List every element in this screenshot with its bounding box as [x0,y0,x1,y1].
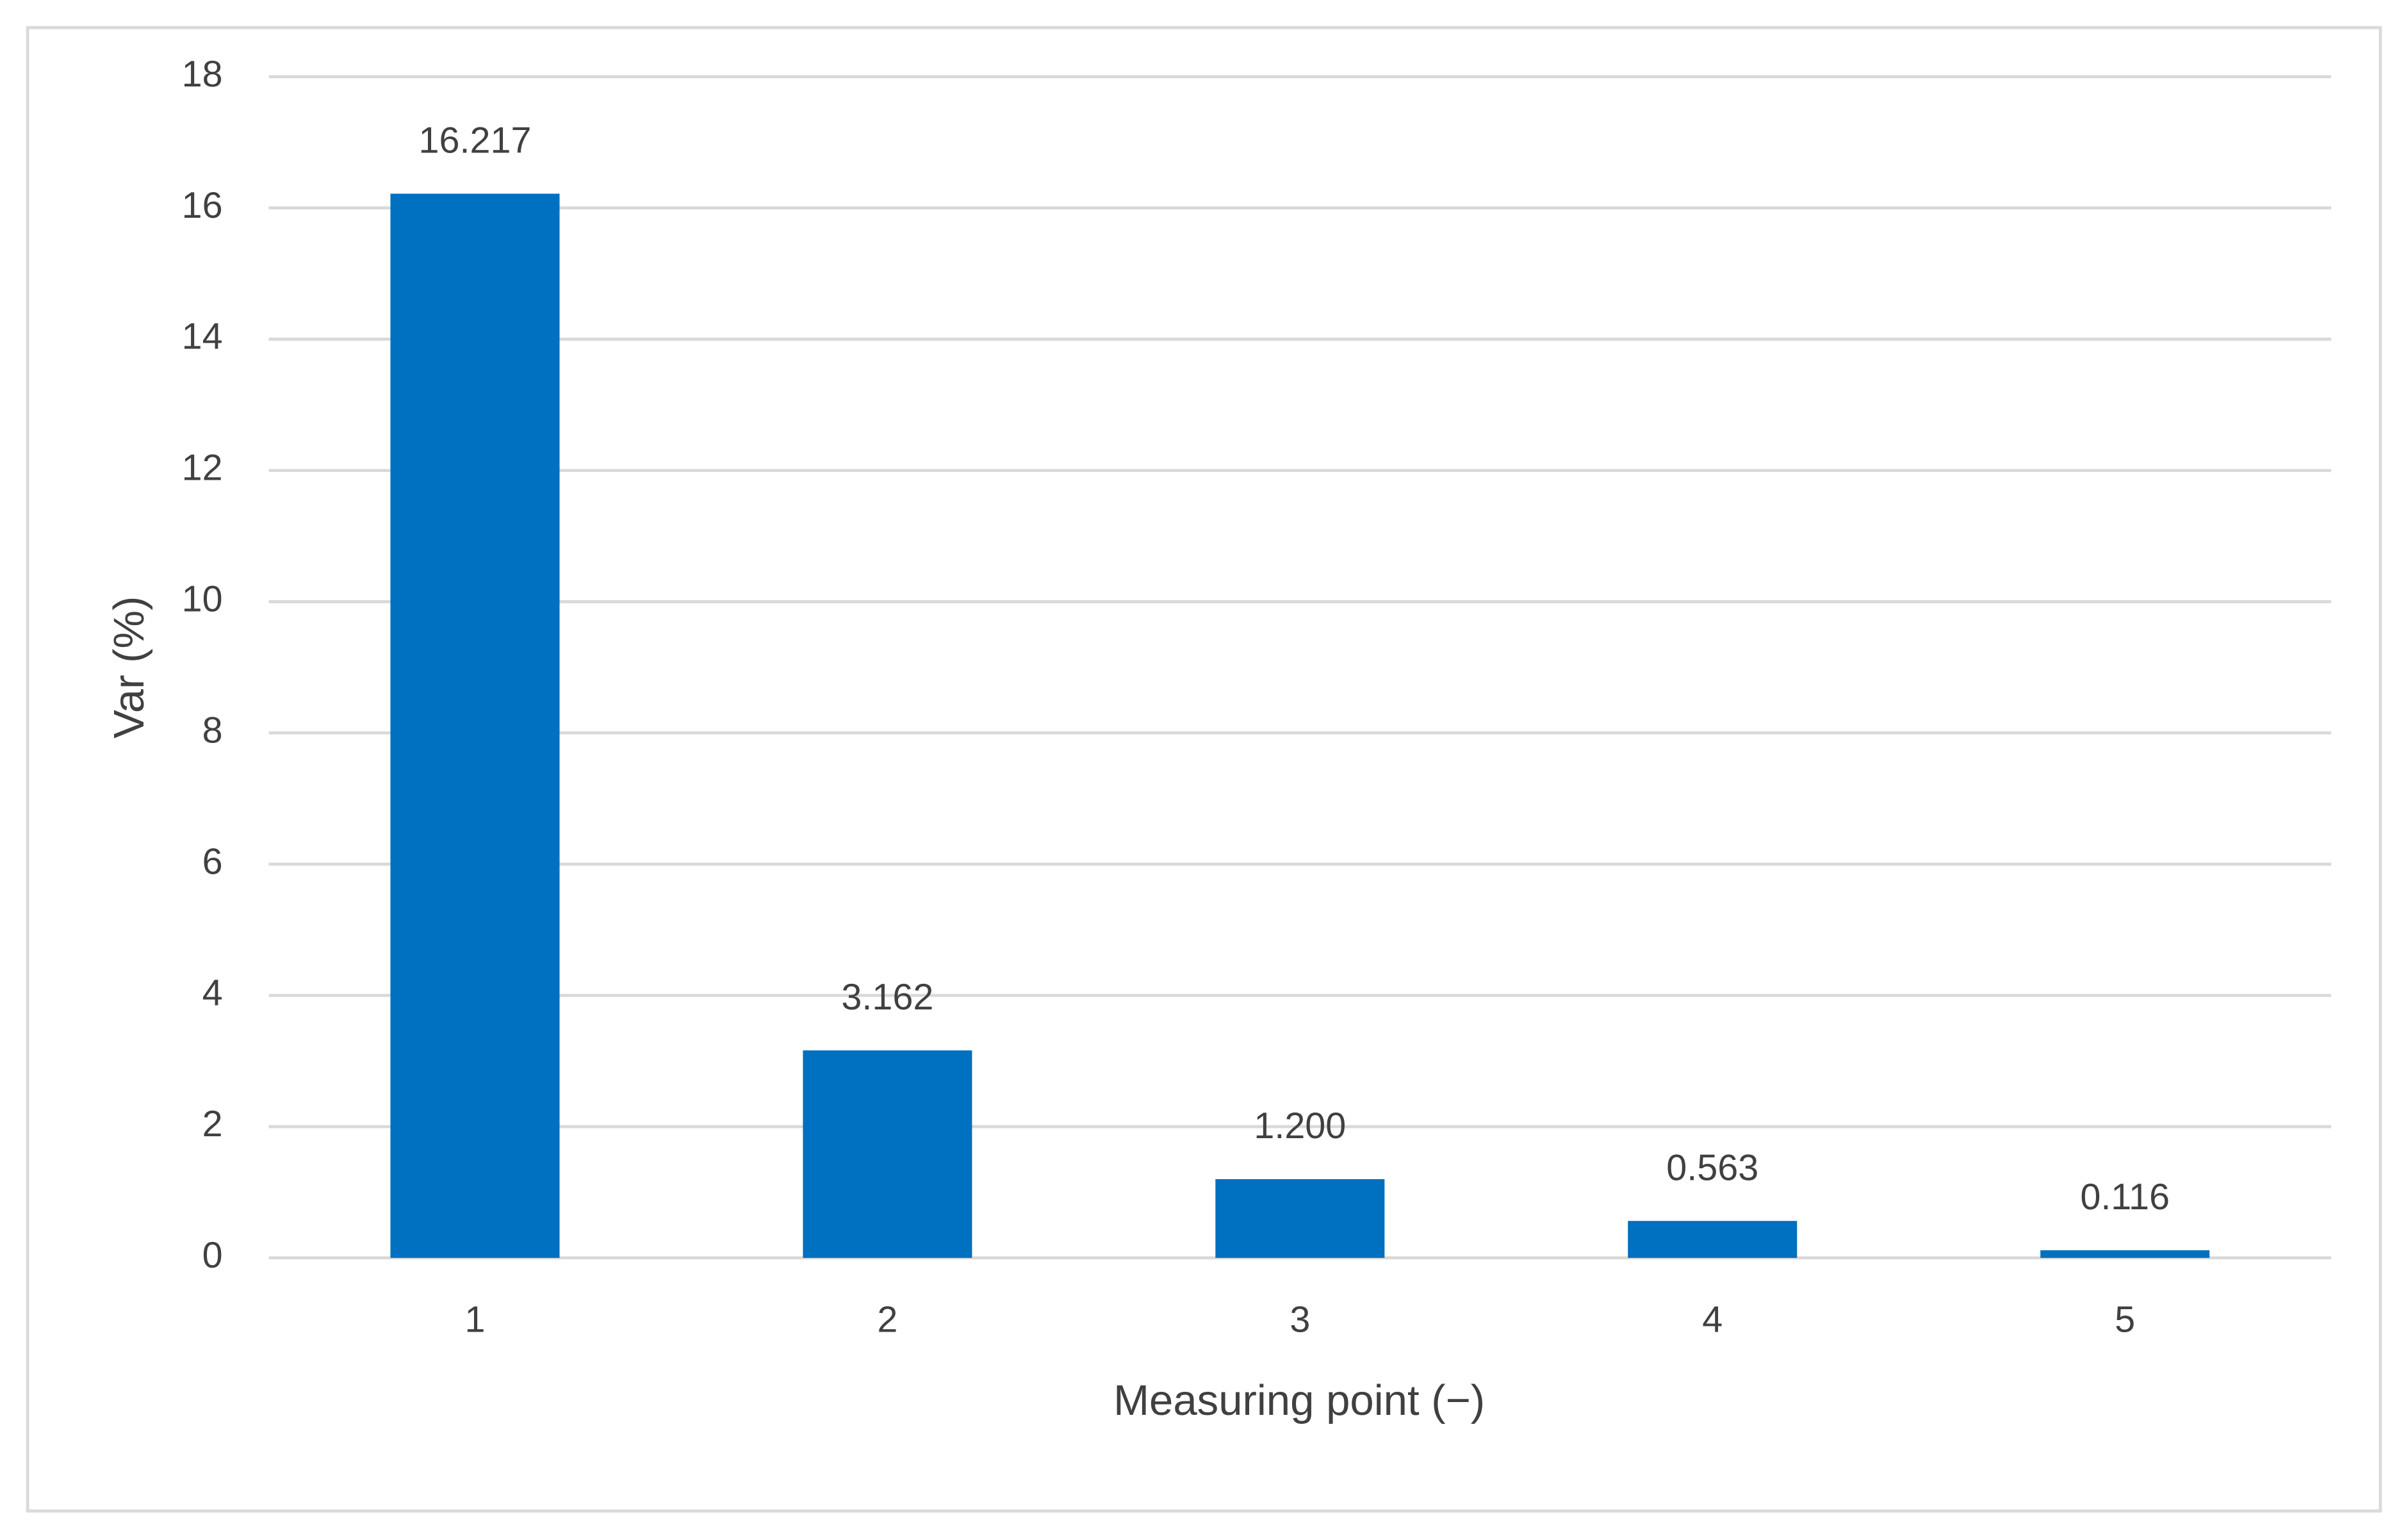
y-tick-label: 6 [202,841,223,882]
bar [1215,1179,1385,1258]
y-axis-title: Var (%) [105,596,153,738]
chart-frame [26,26,2382,1513]
x-tick-label: 5 [2115,1300,2135,1341]
value-label: 1.200 [1254,1106,1346,1146]
x-tick-label: 1 [464,1300,485,1341]
value-label: 16.217 [419,120,532,161]
bar [2040,1250,2210,1258]
bar [1628,1221,1798,1258]
y-tick-label: 8 [202,710,223,751]
y-tick-label: 10 [182,579,223,620]
y-tick-label: 2 [202,1104,223,1145]
y-tick-label: 14 [182,316,223,357]
bar [803,1050,972,1258]
value-label: 3.162 [841,977,933,1018]
y-tick-label: 0 [202,1235,223,1276]
x-axis-title: Measuring point (−) [1113,1376,1485,1424]
x-tick-label: 2 [877,1300,897,1341]
x-tick-label: 3 [1290,1300,1310,1341]
y-tick-label: 4 [202,972,223,1013]
x-tick-label: 4 [1702,1300,1723,1341]
y-tick-label: 12 [182,448,223,489]
bar [390,193,560,1258]
y-tick-label: 18 [182,54,223,95]
y-tick-label: 16 [182,185,223,226]
value-label: 0.116 [2080,1177,2170,1218]
value-label: 0.563 [1666,1147,1758,1188]
